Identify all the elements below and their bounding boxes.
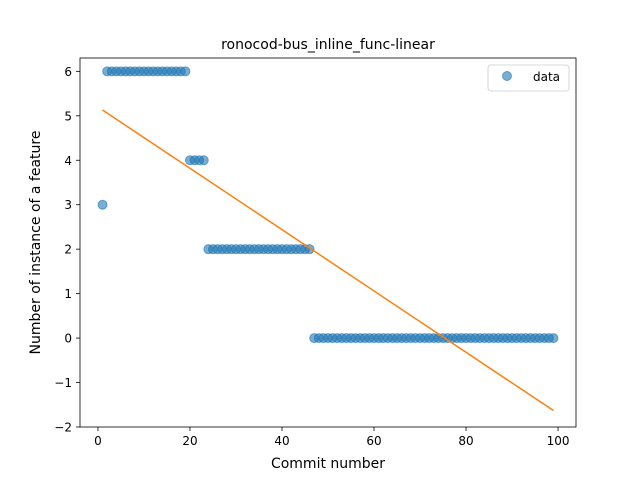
x-tick-label: 60 bbox=[366, 434, 381, 448]
data-point bbox=[98, 200, 107, 209]
y-tick-label: 0 bbox=[64, 332, 72, 346]
y-tick-label: 2 bbox=[64, 243, 72, 257]
data-point bbox=[199, 156, 208, 165]
data-point bbox=[549, 334, 558, 343]
x-tick-label: 80 bbox=[458, 434, 473, 448]
y-tick-label: 3 bbox=[64, 198, 72, 212]
x-tick-label: 20 bbox=[182, 434, 197, 448]
y-tick-label: 4 bbox=[64, 154, 72, 168]
y-tick-label: 1 bbox=[64, 287, 72, 301]
x-tick-label: 40 bbox=[274, 434, 289, 448]
legend: data bbox=[488, 65, 569, 91]
legend-label-data: data bbox=[533, 70, 560, 84]
y-tick-label: −1 bbox=[54, 376, 72, 390]
y-tick-label: −2 bbox=[54, 421, 72, 435]
x-axis-label: Commit number bbox=[271, 456, 385, 472]
data-point bbox=[181, 67, 190, 76]
y-axis-label: Number of instance of a feature bbox=[28, 131, 44, 355]
legend-marker bbox=[503, 72, 512, 81]
x-tick-label: 0 bbox=[94, 434, 102, 448]
y-tick-label: 6 bbox=[64, 65, 72, 79]
y-tick-label: 5 bbox=[64, 109, 72, 123]
x-tick-label: 100 bbox=[547, 434, 570, 448]
chart-title: ronocod-bus_inline_func-linear bbox=[221, 37, 435, 53]
